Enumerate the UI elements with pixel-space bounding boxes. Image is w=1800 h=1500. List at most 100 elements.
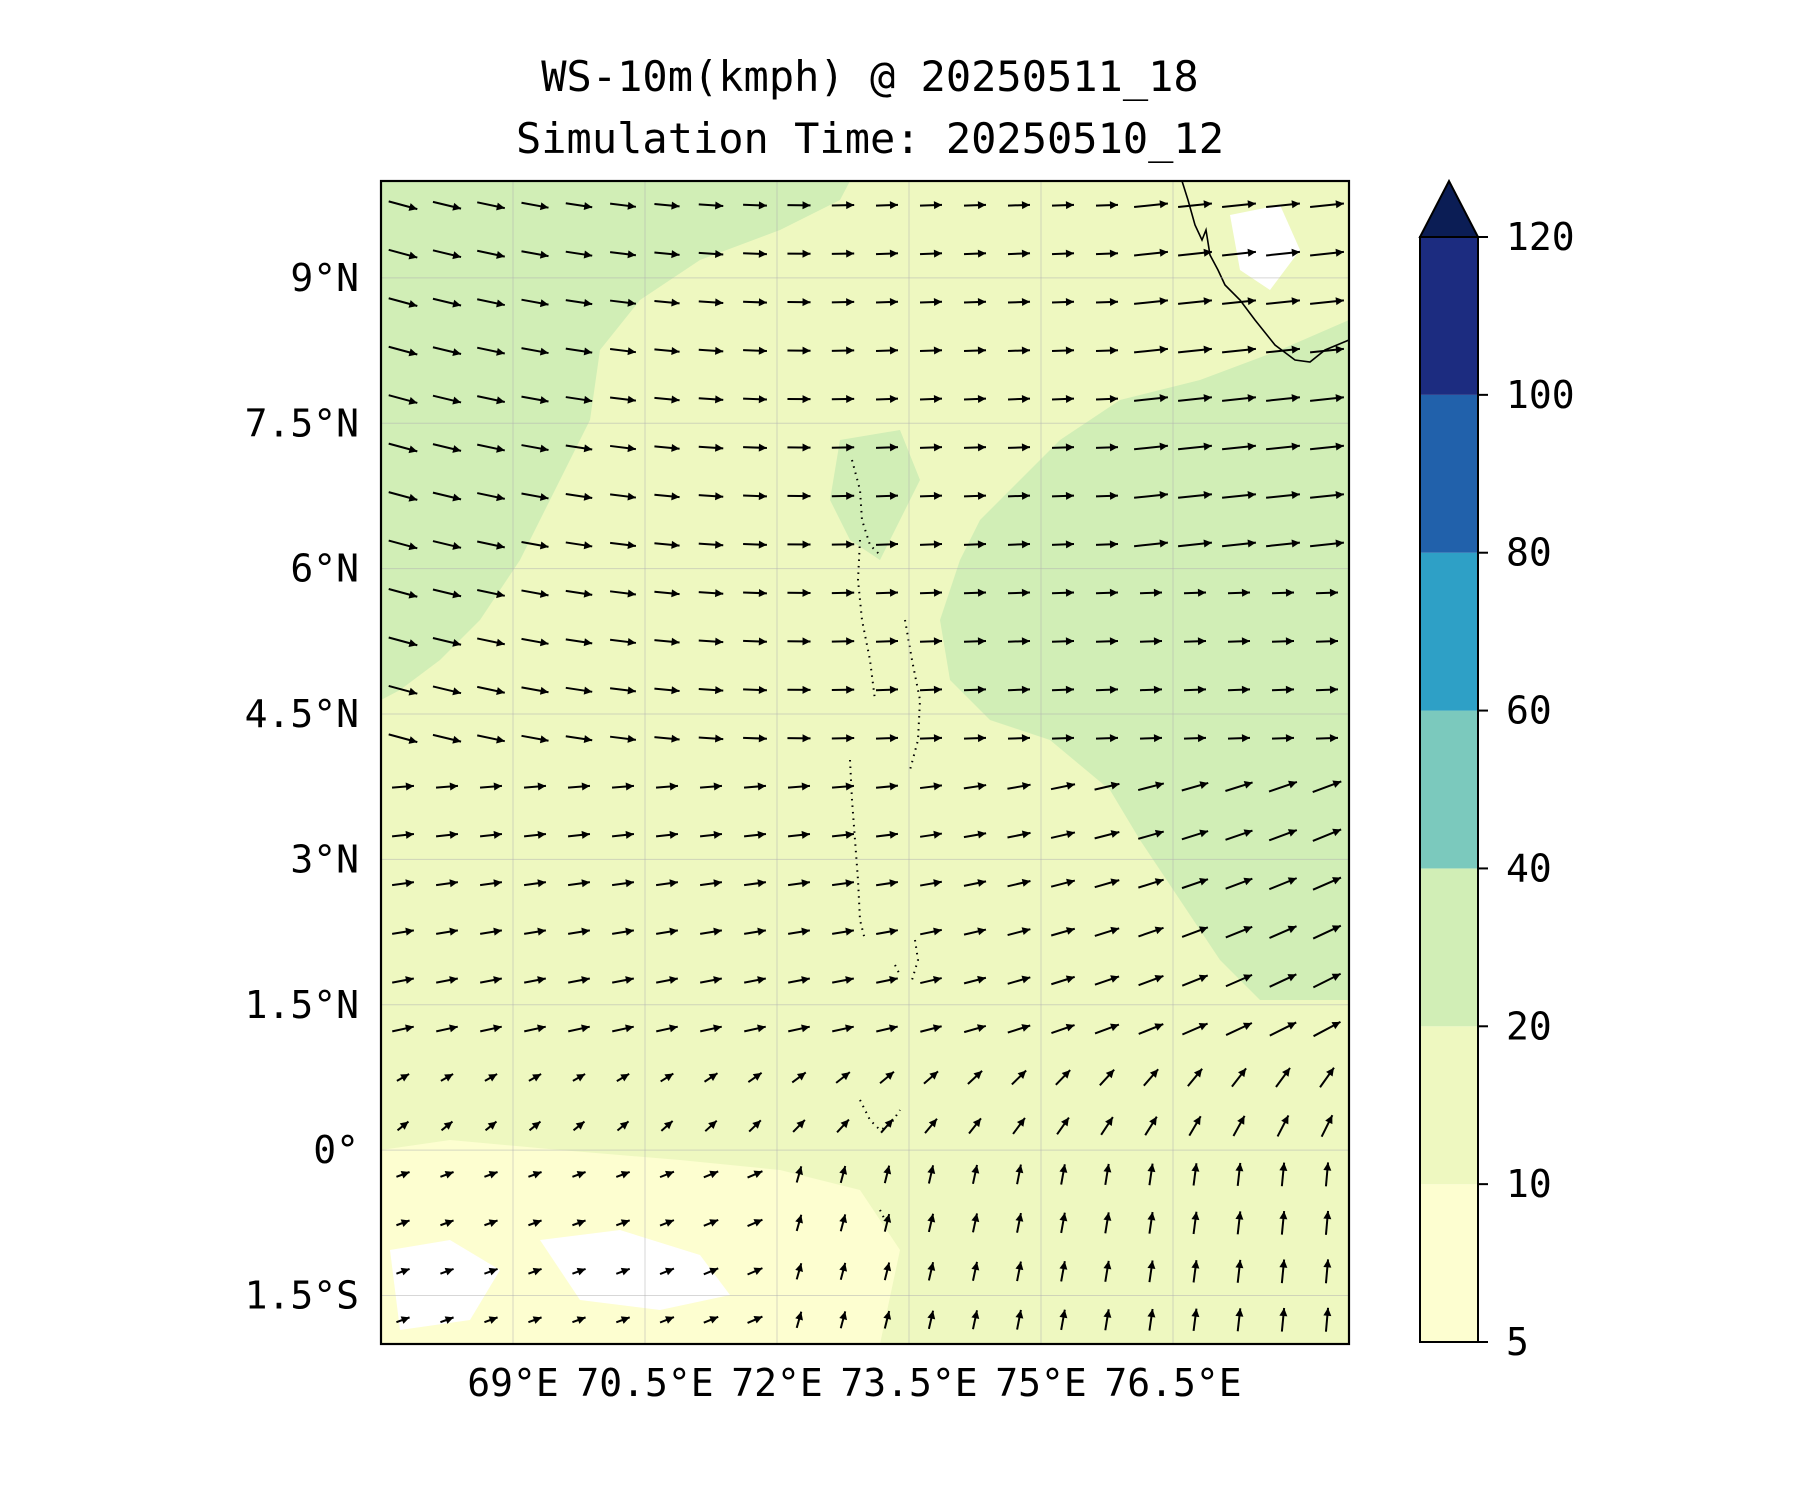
wind-arrow <box>568 976 590 984</box>
wind-arrow <box>1177 200 1213 209</box>
y-tick-label: 6°N <box>290 547 359 591</box>
wind-arrow <box>919 637 943 646</box>
wind-arrow <box>528 1316 542 1324</box>
wind-arrow <box>1138 878 1164 889</box>
wind-arrow <box>963 491 987 500</box>
wind-arrow <box>703 1170 719 1179</box>
wind-arrow <box>1094 878 1120 889</box>
wind-arrow <box>660 1072 674 1083</box>
wind-arrow <box>920 927 942 936</box>
wind-arrow <box>480 1024 502 1033</box>
wind-arrow <box>1147 1163 1156 1186</box>
wind-arrow <box>388 200 418 211</box>
wind-arrow <box>432 297 462 308</box>
wind-arrow <box>920 975 942 985</box>
wind-arrow <box>1309 297 1345 306</box>
wind-arrow <box>611 927 635 936</box>
wind-arrow <box>963 879 987 887</box>
wind-arrow <box>388 394 418 405</box>
wind-arrow <box>1095 588 1119 597</box>
wind-arrow <box>1221 539 1257 548</box>
wind-arrow <box>875 491 899 500</box>
wind-arrow <box>659 1316 675 1324</box>
wind-arrow <box>831 734 855 743</box>
wind-arrow <box>787 443 811 452</box>
wind-arrow <box>1323 1162 1332 1187</box>
wind-arrow <box>963 1024 987 1034</box>
wind-arrow <box>1183 734 1207 743</box>
wind-arrow <box>432 491 462 502</box>
wind-arrow <box>396 1316 410 1324</box>
wind-arrow <box>1137 829 1165 840</box>
wind-arrow <box>612 1024 634 1033</box>
wind-arrow <box>1315 637 1339 646</box>
wind-arrow <box>616 1073 630 1082</box>
wind-arrow <box>795 1166 803 1183</box>
wind-arrow <box>699 927 723 936</box>
wind-arrow <box>1271 734 1295 743</box>
wind-arrow <box>875 298 899 307</box>
wind-arrow <box>1133 491 1169 500</box>
wind-arrow <box>1015 1212 1024 1233</box>
wind-arrow <box>1312 828 1342 842</box>
wind-arrow <box>521 250 549 259</box>
wind-arrow <box>568 1024 590 1033</box>
wind-arrow <box>484 1219 498 1227</box>
wind-arrow <box>743 782 767 791</box>
coastline <box>1181 181 1349 363</box>
wind-arrow <box>565 686 593 695</box>
wind-arrow <box>396 1267 410 1276</box>
wind-arrow <box>391 927 415 936</box>
wind-arrow <box>1319 1067 1335 1088</box>
wind-arrow <box>1059 1261 1068 1282</box>
y-tick-label: 9°N <box>290 256 359 300</box>
wind-arrow <box>567 927 591 936</box>
wind-arrow <box>1095 443 1119 452</box>
map-subtitle: Simulation Time: 20250510_12 <box>515 114 1224 163</box>
wind-arrow <box>484 1267 498 1276</box>
wind-arrow <box>1279 1162 1288 1187</box>
y-tick-label: 1.5°N <box>245 983 359 1027</box>
wind-arrow <box>1269 973 1297 988</box>
colorbar-tick-label: 40 <box>1506 846 1552 890</box>
wind-arrow <box>698 637 724 646</box>
wind-arrow <box>787 588 811 597</box>
wind-arrow <box>1231 1067 1247 1088</box>
wind-arrow <box>743 346 767 355</box>
y-tick-label: 1.5°S <box>245 1274 359 1318</box>
wind-arrow <box>654 540 680 549</box>
wind-arrow <box>1139 637 1163 646</box>
wind-arrow <box>831 830 855 839</box>
wind-arrow <box>919 879 943 888</box>
wind-arrow <box>920 1024 942 1033</box>
wind-arrow <box>656 976 678 984</box>
wind-arrow <box>1187 1068 1203 1087</box>
wind-arrow <box>963 298 987 307</box>
wind-arrow <box>477 492 505 502</box>
wind-arrow <box>1279 1210 1288 1235</box>
wind-arrow <box>883 1165 892 1184</box>
wind-arrow <box>919 588 943 597</box>
wind-arrow <box>963 346 987 355</box>
wind-arrow <box>1094 830 1120 840</box>
wind-arrow <box>432 443 462 453</box>
wind-arrow <box>1181 926 1209 938</box>
wind-arrow <box>1268 780 1298 793</box>
wind-arrow <box>440 1316 454 1324</box>
wind-arrow <box>747 1315 763 1324</box>
gridlines <box>381 181 1349 1344</box>
wind-arrow <box>831 879 855 888</box>
wind-arrow <box>565 444 593 453</box>
wind-arrow <box>919 782 943 791</box>
wind-arrow <box>528 1170 542 1179</box>
wind-arrow <box>609 250 637 259</box>
wind-arrow <box>1309 345 1345 354</box>
wind-arrow <box>1147 1260 1156 1283</box>
wind-speed-field <box>381 181 1349 1344</box>
wind-arrow <box>396 1120 410 1132</box>
y-tick-label: 4.5°N <box>245 692 359 736</box>
wind-arrow <box>919 540 943 549</box>
wind-arrow <box>831 201 855 210</box>
wind-arrow <box>743 443 767 452</box>
wind-arrow <box>698 686 724 695</box>
